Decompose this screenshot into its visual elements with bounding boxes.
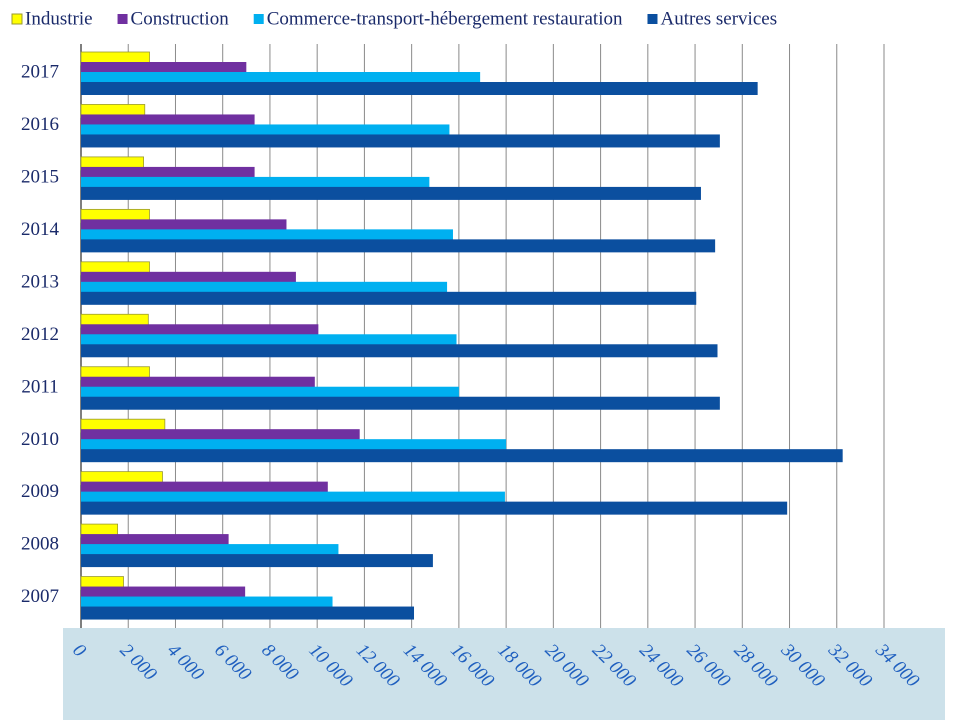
- bar: [81, 124, 450, 138]
- legend-swatch: [647, 14, 658, 24]
- bar: [81, 544, 339, 558]
- bar: [81, 281, 448, 295]
- bar: [81, 586, 246, 600]
- legend-swatch: [117, 14, 128, 24]
- y-tick-label: 2009: [21, 481, 59, 502]
- bar: [81, 219, 287, 233]
- bar: [81, 439, 507, 453]
- legend-label: Autres services: [660, 8, 777, 29]
- bar: [81, 229, 453, 243]
- legend-label: Construction: [131, 8, 230, 29]
- bar: [81, 62, 247, 75]
- bar: [81, 396, 720, 410]
- bar: [81, 72, 481, 85]
- bar: [81, 134, 720, 148]
- legend-swatch: [253, 14, 264, 24]
- axis-band: [63, 628, 945, 720]
- bar: [81, 491, 505, 505]
- y-tick-label: 2011: [21, 376, 58, 397]
- y-tick-label: 2010: [21, 429, 59, 450]
- bar: [81, 271, 296, 285]
- bar: [81, 176, 430, 190]
- bar: [81, 554, 433, 568]
- y-tick-label: 2013: [21, 271, 59, 292]
- bar: [81, 449, 843, 463]
- y-tick-label: 2008: [21, 534, 59, 555]
- bar: [81, 481, 328, 495]
- bar: [81, 534, 229, 548]
- bar: [81, 186, 701, 200]
- y-tick-label: 2016: [21, 114, 59, 135]
- legend-swatch: [11, 13, 23, 25]
- bar: [81, 376, 315, 390]
- bar: [81, 501, 788, 515]
- bar: [81, 386, 459, 400]
- bar: [81, 114, 255, 128]
- bar: [81, 344, 718, 358]
- bar: [81, 324, 319, 338]
- legend-label: Commerce-transport-hébergement restaurat…: [267, 8, 623, 29]
- bar: [81, 334, 457, 348]
- y-tick-label: 2017: [21, 62, 59, 83]
- y-tick-label: 2007: [21, 586, 59, 607]
- bar: [81, 606, 415, 620]
- bar: [81, 82, 758, 95]
- y-tick-label: 2015: [21, 166, 59, 187]
- legend-label: Industrie: [25, 8, 93, 29]
- bar: [81, 239, 716, 253]
- bar: [81, 166, 255, 180]
- bar: [81, 291, 697, 305]
- y-tick-label: 2012: [21, 324, 59, 345]
- bar: [81, 429, 360, 443]
- y-tick-label: 2014: [21, 219, 60, 240]
- bar: [81, 596, 333, 610]
